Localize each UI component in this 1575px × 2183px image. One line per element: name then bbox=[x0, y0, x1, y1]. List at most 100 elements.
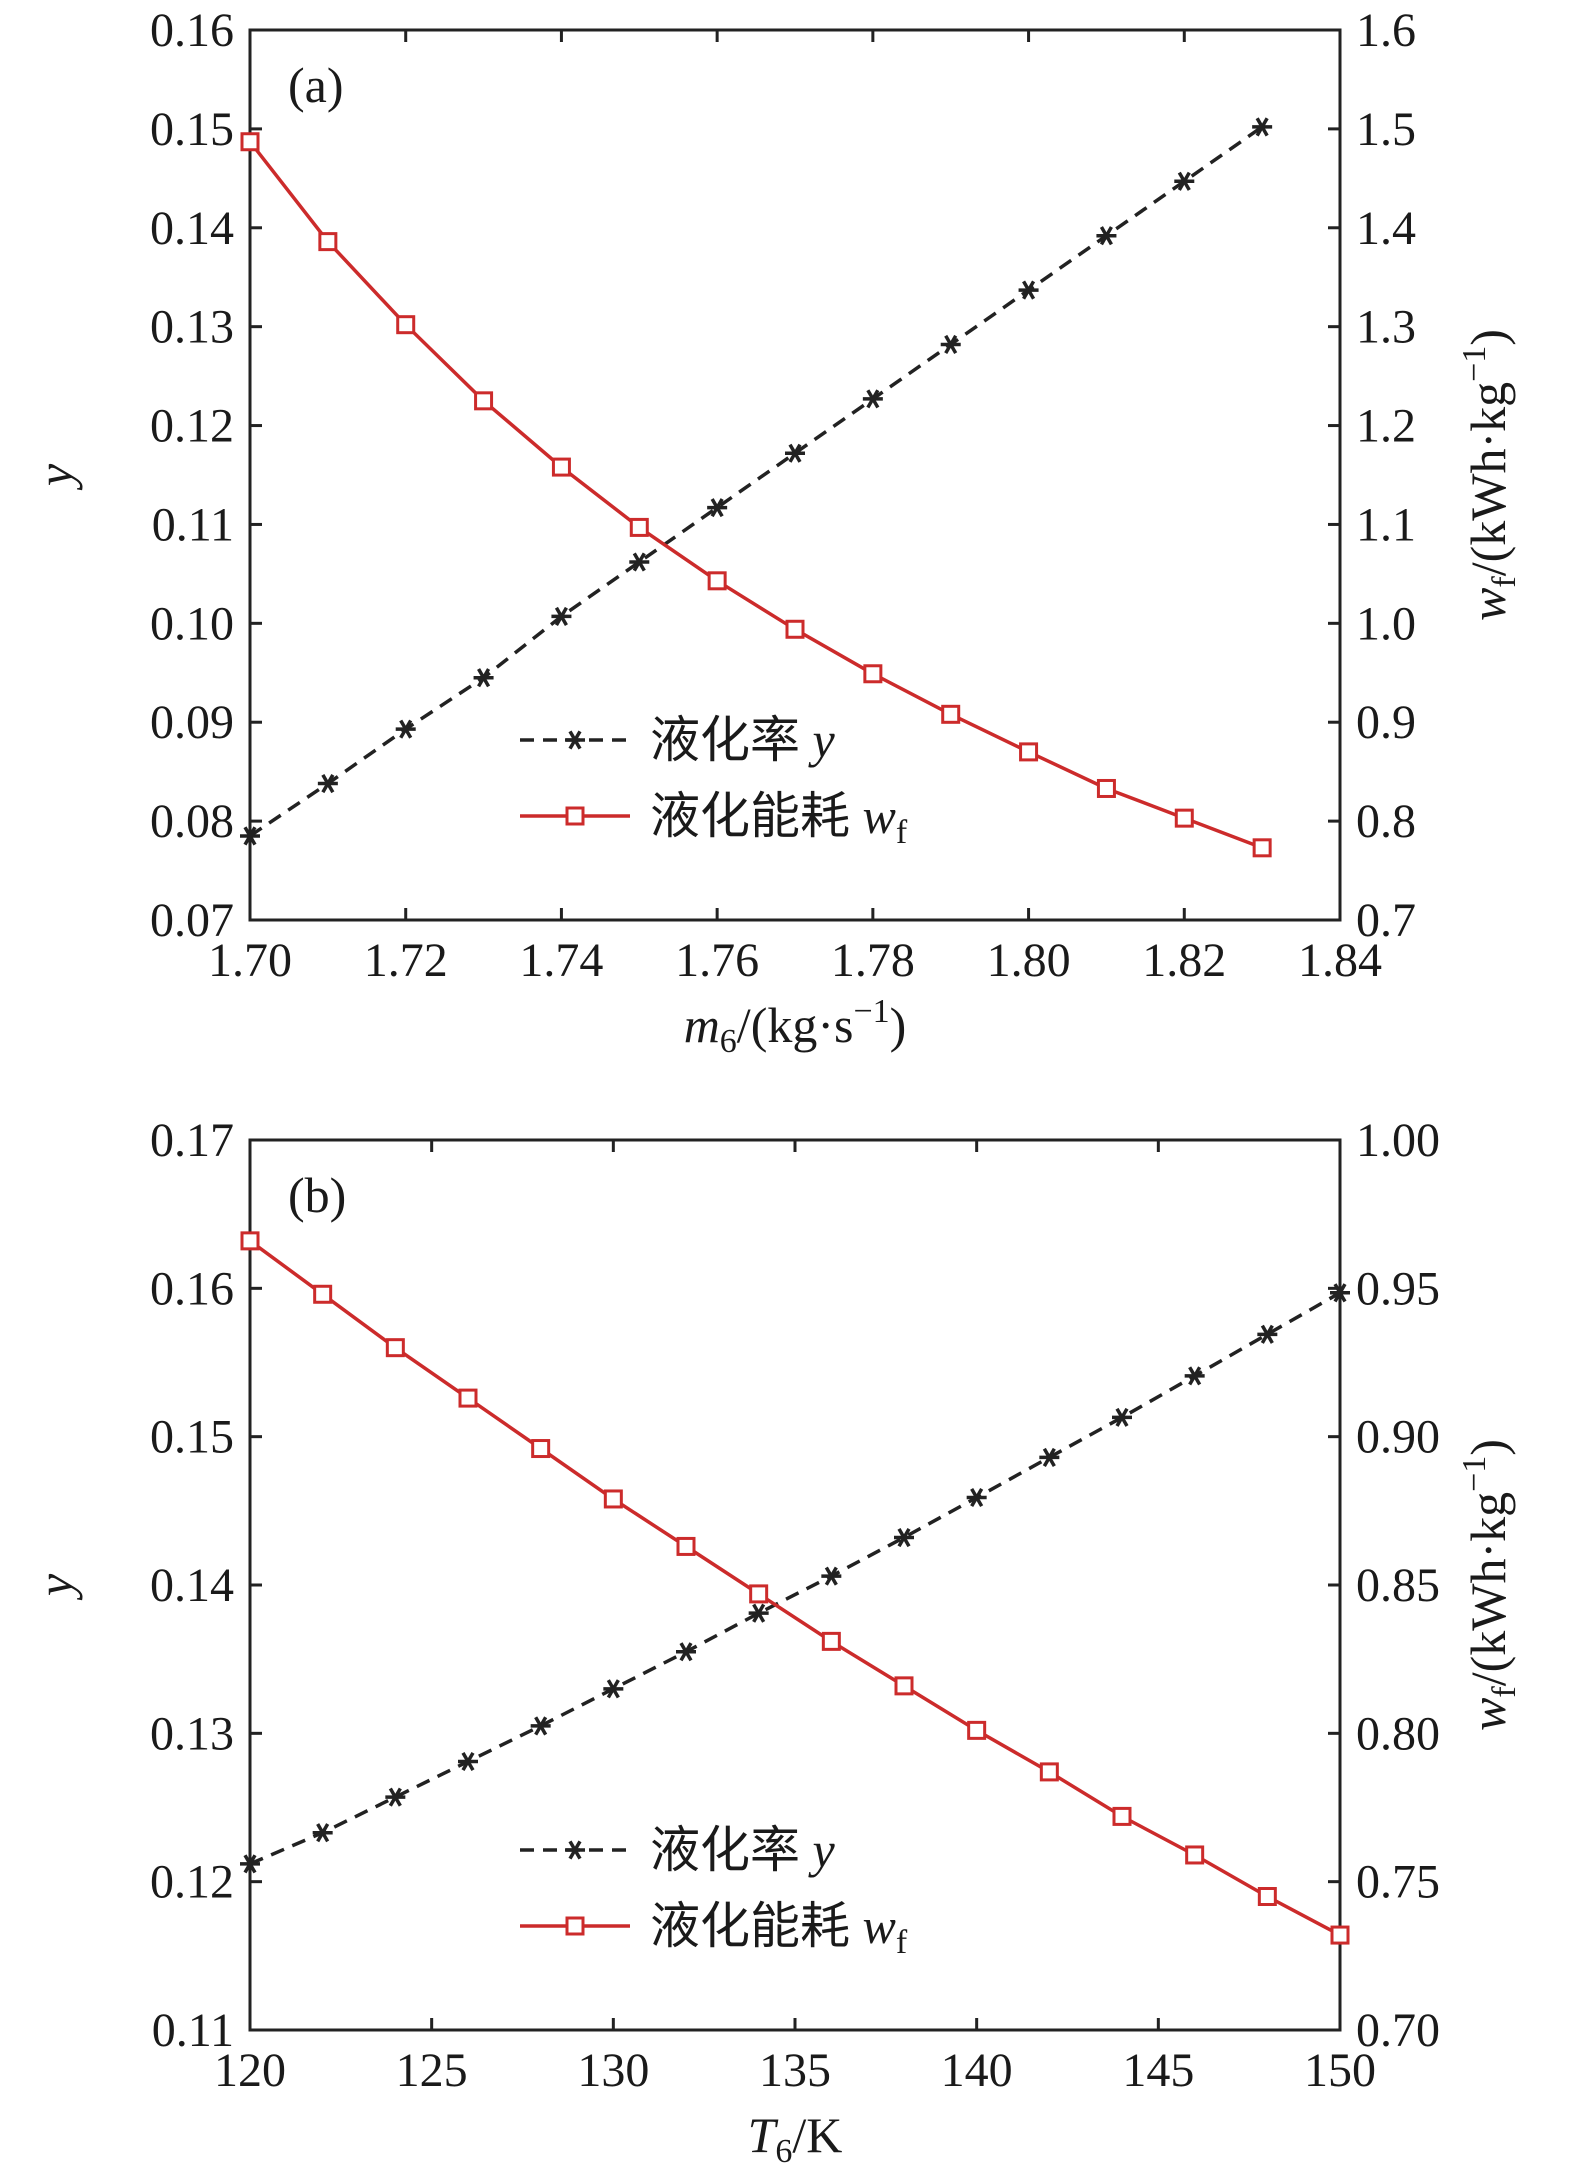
y-left-tick-label: 0.12 bbox=[150, 1856, 234, 1909]
x-axis-title: T6/K bbox=[748, 2107, 843, 2170]
series-line-1 bbox=[248, 1239, 1341, 1937]
y-right-tick-label: 1.3 bbox=[1356, 301, 1416, 354]
data-point-square bbox=[1185, 1845, 1205, 1865]
data-point-square bbox=[967, 1720, 987, 1740]
y-right-axis-title: wf/(kWh·kg−1) bbox=[1456, 1439, 1523, 1731]
legend-label-1: 液化能耗 wf bbox=[650, 1898, 908, 1961]
data-point-asterisk bbox=[707, 498, 728, 518]
y-left-tick-label: 0.13 bbox=[150, 301, 234, 354]
y-left-tick-label: 0.08 bbox=[150, 795, 234, 848]
data-point-asterisk bbox=[1257, 1324, 1278, 1344]
panel-label: (b) bbox=[288, 1167, 346, 1223]
panel-a: 1.70 1.72 1.74 1.76 1.78 1.80 1.82 1.84 0.07 0.08… bbox=[27, 4, 1523, 1060]
y-left-tick-label: 0.12 bbox=[150, 400, 234, 453]
legend-label-1: 液化能耗 wf bbox=[650, 788, 908, 851]
data-point-square bbox=[458, 1388, 478, 1408]
y-left-axis-title: y bbox=[27, 1573, 83, 1601]
data-point-square bbox=[785, 619, 805, 639]
x-tick-label: 125 bbox=[396, 2044, 468, 2097]
legend-marker-square bbox=[565, 1916, 585, 1936]
data-point-square bbox=[1019, 742, 1039, 762]
data-point-square bbox=[531, 1439, 551, 1459]
x-tick-label: 135 bbox=[759, 2044, 831, 2097]
data-point-asterisk bbox=[385, 1787, 406, 1807]
y-left-axis-title: y bbox=[27, 463, 83, 491]
y-left-tick-label: 0.14 bbox=[150, 202, 234, 255]
data-point-square bbox=[385, 1338, 405, 1358]
data-point-square bbox=[1330, 1925, 1350, 1945]
legend-marker-asterisk bbox=[565, 730, 585, 750]
y-left-tick-label: 0.15 bbox=[150, 1411, 234, 1464]
data-point-asterisk bbox=[1096, 226, 1117, 246]
data-point-square bbox=[629, 517, 649, 537]
data-point-asterisk bbox=[1112, 1407, 1132, 1427]
y-right-tick-label: 0.70 bbox=[1356, 2004, 1440, 2057]
y-left-tick-label: 0.11 bbox=[152, 2004, 234, 2057]
data-point-square bbox=[863, 664, 883, 684]
y-right-tick-label: 1.00 bbox=[1356, 1114, 1440, 1167]
data-point-square bbox=[240, 1231, 260, 1251]
data-point-asterisk bbox=[317, 773, 338, 794]
y-right-tick-label: 0.7 bbox=[1356, 894, 1416, 947]
data-point-asterisk bbox=[395, 719, 416, 739]
data-point-square bbox=[821, 1631, 841, 1651]
x-tick-label: 1.84 bbox=[1298, 934, 1382, 987]
x-tick-label: 120 bbox=[214, 2044, 286, 2097]
data-point-asterisk bbox=[940, 334, 961, 355]
y-right-tick-label: 0.90 bbox=[1356, 1411, 1440, 1464]
y-right-tick-label: 0.95 bbox=[1356, 1262, 1440, 1315]
data-point-square bbox=[1257, 1887, 1277, 1906]
data-point-asterisk bbox=[240, 1854, 260, 1874]
y-left-tick-label: 0.07 bbox=[150, 894, 234, 947]
data-point-square bbox=[1252, 838, 1272, 858]
data-point-square bbox=[313, 1284, 333, 1304]
y-right-tick-label: 1.5 bbox=[1356, 103, 1416, 156]
legend-marker-square bbox=[565, 806, 585, 826]
y-left-tick-label: 0.13 bbox=[150, 1707, 234, 1760]
data-point-square bbox=[396, 315, 416, 335]
data-point-square bbox=[676, 1536, 696, 1556]
data-point-asterisk bbox=[894, 1527, 914, 1548]
panel-label: (a) bbox=[288, 57, 344, 113]
data-point-square bbox=[941, 704, 961, 724]
data-point-asterisk bbox=[1174, 171, 1195, 191]
y-right-tick-label: 0.8 bbox=[1356, 795, 1416, 848]
data-point-asterisk bbox=[240, 826, 260, 846]
data-point-asterisk bbox=[473, 668, 494, 688]
y-right-tick-label: 1.4 bbox=[1356, 202, 1416, 255]
data-point-square bbox=[318, 232, 338, 252]
y-left-tick-label: 0.15 bbox=[150, 103, 234, 156]
series-line-1 bbox=[248, 140, 1263, 850]
y-left-tick-label: 0.16 bbox=[150, 1262, 234, 1315]
data-point-asterisk bbox=[312, 1823, 333, 1843]
x-tick-label: 1.74 bbox=[519, 934, 603, 987]
x-tick-label: 1.72 bbox=[364, 934, 448, 987]
x-tick-label: 150 bbox=[1304, 2044, 1376, 2097]
data-point-square bbox=[551, 457, 571, 477]
data-point-square bbox=[1096, 778, 1116, 798]
data-point-square bbox=[1039, 1762, 1059, 1782]
y-right-axis-title: wf/(kWh·kg−1) bbox=[1456, 329, 1523, 621]
y-left-tick-label: 0.10 bbox=[150, 597, 234, 650]
data-point-asterisk bbox=[821, 1566, 842, 1586]
x-tick-label: 130 bbox=[577, 2044, 649, 2097]
x-axis-title: m6/(kg·s−1) bbox=[684, 993, 907, 1060]
y-left-tick-label: 0.14 bbox=[150, 1559, 234, 1612]
data-point-square bbox=[749, 1584, 769, 1604]
data-point-asterisk bbox=[1018, 280, 1039, 300]
series-line-0 bbox=[249, 1291, 1341, 1866]
y-right-tick-label: 1.1 bbox=[1356, 498, 1416, 551]
x-tick-label: 1.78 bbox=[831, 934, 915, 987]
data-point-asterisk bbox=[1330, 1283, 1350, 1303]
legend-marker-asterisk bbox=[565, 1840, 585, 1860]
data-point-asterisk bbox=[966, 1487, 987, 1508]
data-point-asterisk bbox=[603, 1679, 624, 1699]
data-point-asterisk bbox=[862, 389, 883, 409]
y-left-tick-label: 0.09 bbox=[150, 696, 234, 749]
data-point-asterisk bbox=[785, 443, 805, 463]
data-point-square bbox=[1174, 808, 1194, 828]
data-point-square bbox=[1112, 1806, 1132, 1826]
data-point-asterisk bbox=[748, 1603, 769, 1623]
data-point-asterisk bbox=[530, 1716, 551, 1736]
